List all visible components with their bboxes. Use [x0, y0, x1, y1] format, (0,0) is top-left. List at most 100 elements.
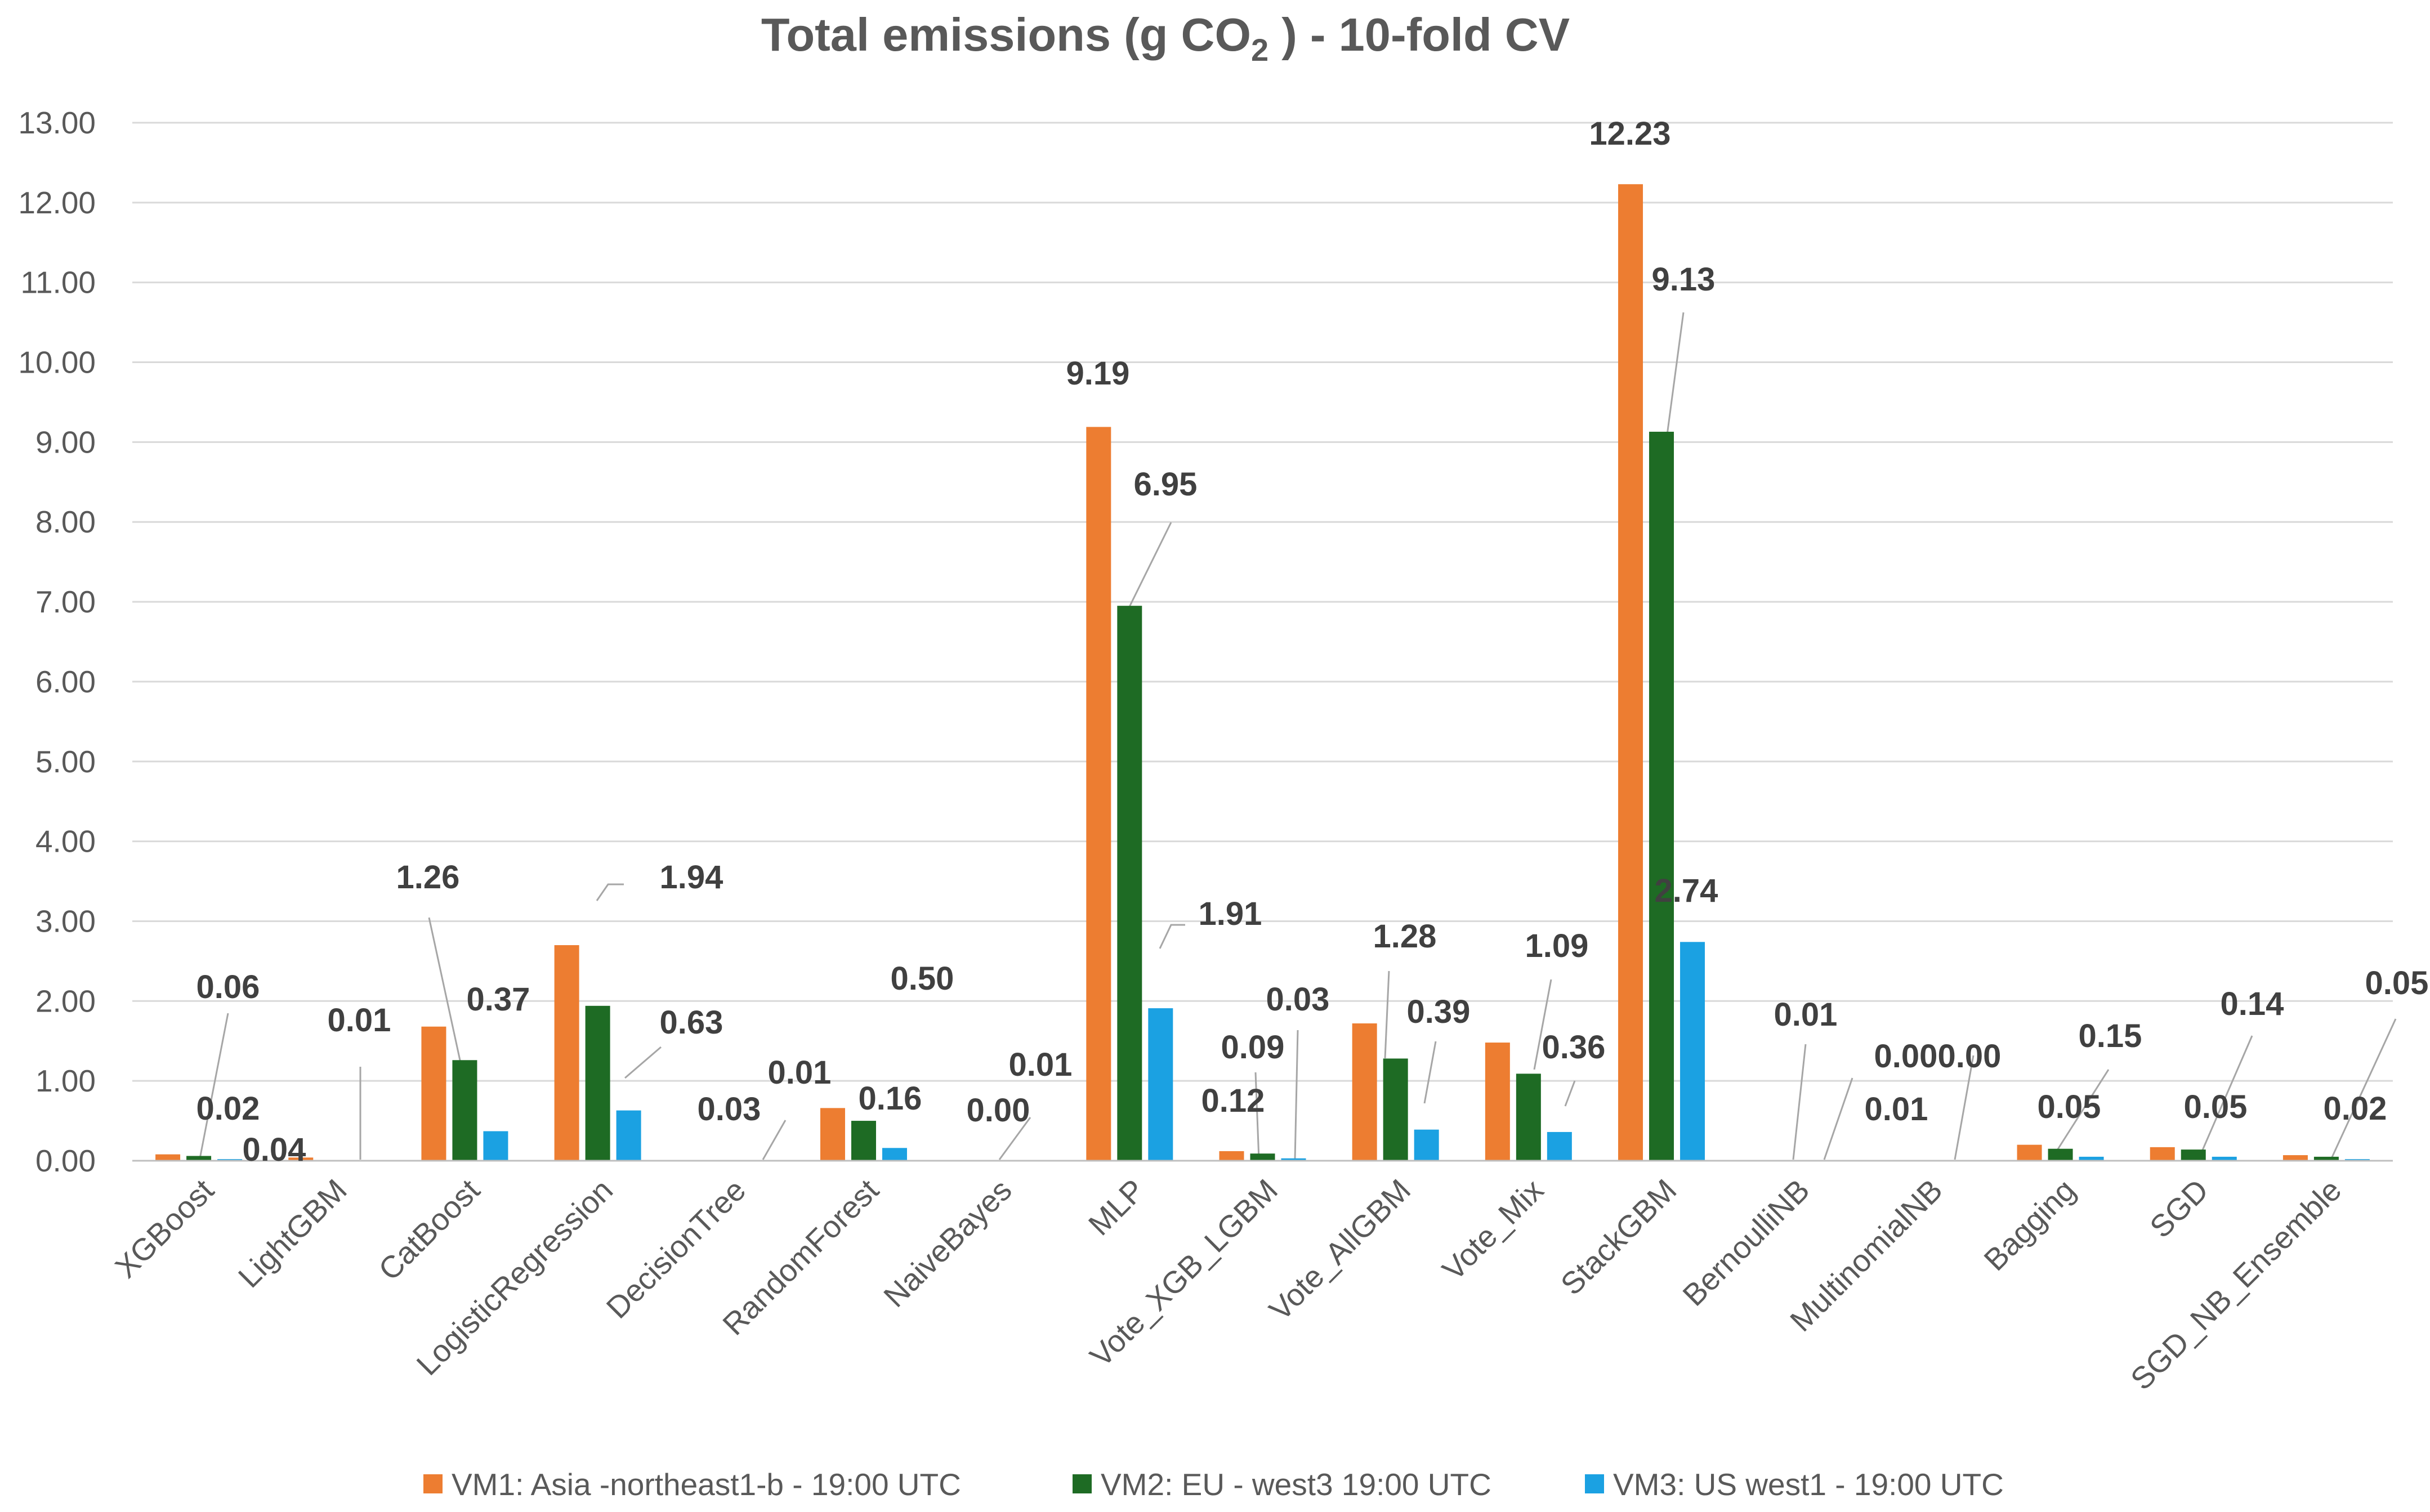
data-label: 0.00 — [967, 1092, 1030, 1129]
leader-line — [2056, 1069, 2110, 1151]
chart-title-prefix: Total emissions (g CO — [761, 8, 1251, 61]
bar-logisticregression-s1 — [554, 945, 579, 1161]
data-label: 0.02 — [2324, 1090, 2387, 1127]
bar-randomforest-s1 — [820, 1108, 845, 1161]
y-tick-label: 0.00 — [35, 1143, 96, 1178]
leader-line — [1384, 970, 1390, 1059]
data-label: 0.01 — [1774, 996, 1838, 1033]
data-label: 0.04 — [243, 1131, 306, 1168]
bar-stackgbm-s3 — [1680, 942, 1705, 1161]
data-label: 0.37 — [467, 981, 530, 1018]
data-label: 0.01 — [1009, 1046, 1073, 1083]
data-label: 0.16 — [859, 1080, 922, 1117]
legend-swatch — [423, 1474, 443, 1493]
data-label: 0.06 — [196, 969, 260, 1005]
data-label: 6.95 — [1134, 466, 1198, 503]
data-label: 0.00 — [1874, 1038, 1938, 1075]
legend-swatch — [1585, 1474, 1604, 1493]
bar-sgd-nb-ensemble-s2 — [2313, 1156, 2339, 1161]
data-label: 0.01 — [328, 1002, 391, 1039]
leader-line — [2201, 1035, 2253, 1151]
bar-vote-mix-s3 — [1547, 1131, 1572, 1161]
legend-label: VM2: EU - west3 19:00 UTC — [1101, 1467, 1491, 1502]
gridlines — [132, 122, 2393, 1082]
data-label: 0.39 — [1407, 994, 1471, 1030]
chart-title-suffix: ) - 10-fold CV — [1268, 8, 1570, 61]
data-label: 0.50 — [891, 960, 954, 997]
leader-line — [1159, 924, 1185, 949]
bar-sgd-nb-ensemble-s1 — [2282, 1155, 2308, 1161]
bar-catboost-s3 — [483, 1131, 508, 1161]
y-tick-label: 11.00 — [20, 265, 96, 300]
leader-line — [428, 917, 462, 1063]
legend-label: VM3: US west1 - 19:00 UTC — [1613, 1467, 2004, 1502]
bar-mlp-s3 — [1148, 1008, 1173, 1161]
y-tick-label: 4.00 — [35, 824, 96, 859]
leader-line — [1128, 522, 1172, 609]
bar-xgboost-s1 — [155, 1154, 181, 1161]
data-label: 0.03 — [1266, 981, 1330, 1018]
y-tick-label: 6.00 — [35, 664, 96, 699]
chart-title-subscript: 2 — [1251, 32, 1268, 68]
bar-vote-xgb-lgbm-s2 — [1250, 1153, 1275, 1161]
leader-line — [596, 883, 624, 901]
leader-line — [1564, 1080, 1576, 1107]
y-tick-label: 12.00 — [18, 185, 96, 220]
leader-line — [2330, 1018, 2397, 1160]
legend-swatch — [1073, 1474, 1092, 1493]
y-tick-label: 1.00 — [35, 1063, 96, 1098]
y-tick-label: 10.00 — [18, 345, 96, 380]
data-label: 1.94 — [660, 859, 723, 896]
data-labels: 0.040.030.010.009.190.1212.230.010.000.0… — [196, 115, 2429, 1168]
bar-bagging-s2 — [2048, 1148, 2073, 1161]
bar-mlp-s1 — [1086, 427, 1111, 1161]
leader-line — [624, 1046, 662, 1079]
y-tick-label: 13.00 — [18, 105, 96, 140]
label-leader-lines — [199, 312, 2397, 1160]
bar-randomforest-s2 — [851, 1121, 876, 1161]
leader-line — [762, 1120, 787, 1160]
bar-sgd-s1 — [2150, 1147, 2175, 1161]
data-label: 0.01 — [768, 1054, 832, 1091]
data-label: 0.36 — [1542, 1029, 1606, 1066]
data-label: 0.12 — [1201, 1082, 1265, 1119]
leader-line — [998, 1117, 1031, 1160]
leader-line — [1294, 1030, 1299, 1160]
bar-sgd-s2 — [2181, 1149, 2206, 1161]
data-label: 1.09 — [1525, 928, 1589, 964]
bars — [155, 184, 2370, 1161]
bar-logisticregression-s3 — [616, 1110, 641, 1161]
bar-lightgbm-s1 — [288, 1157, 314, 1161]
bar-xgboost-s2 — [186, 1156, 212, 1161]
leader-line — [1254, 1072, 1260, 1160]
bar-vote-xgb-lgbm-s3 — [1281, 1158, 1306, 1161]
bar-logisticregression-s2 — [585, 1005, 610, 1161]
data-label: 0.03 — [698, 1091, 761, 1128]
y-tick-label: 3.00 — [35, 903, 96, 938]
data-label: 9.13 — [1652, 261, 1716, 298]
data-label: 0.63 — [660, 1004, 723, 1041]
leader-line — [1533, 979, 1552, 1070]
data-label: 1.28 — [1373, 918, 1437, 955]
leader-line — [1792, 1044, 1807, 1160]
y-axis-ticks: 0.00 1.00 2.00 3.00 4.00 5.00 6.00 7.00 8.00 9.00… — [18, 105, 96, 1178]
data-label: 0.00 — [1938, 1038, 2002, 1075]
bar-stackgbm-s1 — [1618, 184, 1643, 1161]
bar-randomforest-s3 — [882, 1148, 907, 1161]
data-label: 0.05 — [2038, 1089, 2101, 1125]
bar-bagging-s1 — [2017, 1144, 2042, 1161]
bar-vote-allgbm-s1 — [1352, 1023, 1377, 1161]
data-label: 0.09 — [1221, 1029, 1285, 1066]
leader-line — [1423, 1041, 1437, 1104]
y-tick-label: 5.00 — [35, 744, 96, 779]
data-label: 1.91 — [1199, 896, 1262, 932]
bar-vote-mix-s2 — [1516, 1073, 1541, 1161]
data-label: 9.19 — [1066, 355, 1130, 392]
bar-stackgbm-s2 — [1649, 431, 1674, 1161]
bar-vote-xgb-lgbm-s1 — [1219, 1151, 1244, 1161]
bar-catboost-s1 — [421, 1026, 446, 1161]
data-label: 0.15 — [2079, 1018, 2142, 1054]
bar-sgd-s3 — [2212, 1156, 2237, 1161]
data-label: 0.14 — [2221, 986, 2284, 1022]
